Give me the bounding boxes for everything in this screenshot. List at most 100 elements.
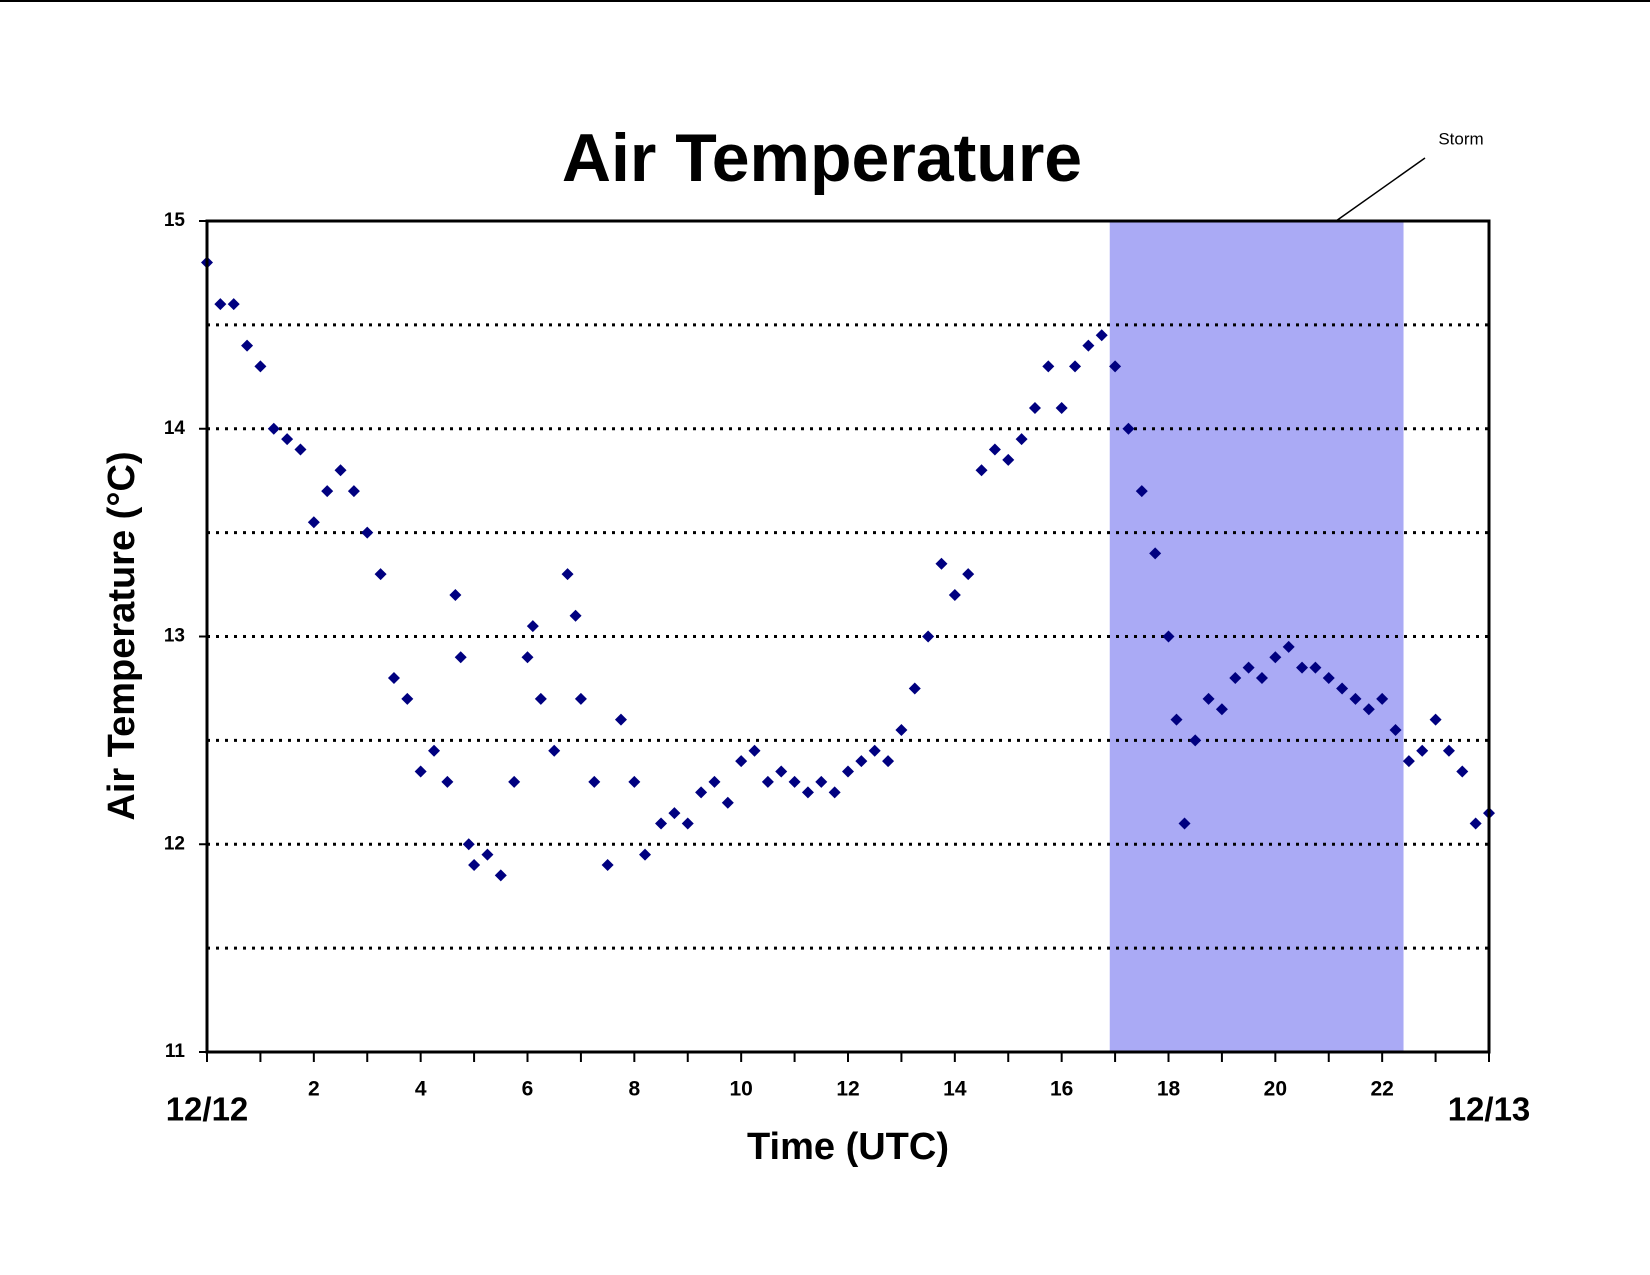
data-point [1296,661,1309,674]
data-point [361,526,374,539]
storm-band [1109,221,1404,1052]
data-point [374,568,387,581]
x-tick-label: 18 [1157,1078,1181,1101]
data-point [334,464,347,477]
data-point [1215,703,1228,716]
data-point [1202,692,1215,705]
data-point [882,755,895,768]
data-point [1178,817,1191,830]
data-point [1282,640,1295,653]
x-date-label: 12/13 [1448,1091,1531,1128]
x-tick-label: 2 [308,1078,320,1101]
data-point [788,775,801,788]
data-point [948,588,961,601]
data-point [526,620,539,633]
data-point [1149,547,1162,560]
x-tick-label: 8 [628,1078,640,1101]
x-tick-label: 12 [836,1078,859,1101]
data-point [521,651,534,664]
data-point [1336,682,1349,695]
data-point [962,568,975,581]
data-point [735,755,748,768]
y-tick-label: 13 [164,626,185,647]
data-point [655,817,668,830]
data-point [1170,713,1183,726]
data-point [534,692,547,705]
data-point [481,848,494,861]
data-point [1002,453,1015,466]
data-point [842,765,854,778]
data-point [1416,744,1429,757]
data-point [1015,433,1028,446]
data-point [614,713,627,726]
data-point [1376,692,1389,705]
data-point [462,838,475,851]
data-point [1469,817,1482,830]
data-point [601,859,614,872]
data-point [628,775,641,788]
data-point [508,775,521,788]
data-point [908,682,921,695]
data-point [561,568,574,581]
data-point [895,723,908,736]
y-tick-label: 15 [164,210,186,231]
data-point [1362,703,1375,716]
data-point [1429,713,1442,726]
data-point [868,744,881,757]
data-point [588,775,601,788]
data-point [1255,672,1268,685]
data-point [548,744,561,757]
data-point [1095,329,1108,342]
data-point [1069,360,1082,373]
data-point [254,360,267,373]
data-point [1055,401,1068,414]
data-point [668,807,681,820]
y-tick-label: 11 [165,1041,186,1062]
data-point [775,765,788,778]
data-point [695,786,708,799]
x-tick-label: 6 [522,1078,534,1101]
data-point [468,859,481,872]
storm-pointer [1335,157,1426,222]
data-point [721,796,734,809]
x-date-label: 12/12 [166,1091,249,1128]
x-tick-label: 22 [1370,1078,1393,1101]
x-tick-label: 14 [943,1078,967,1101]
y-tick-label: 12 [164,833,185,854]
data-point [227,298,240,311]
data-point [241,339,254,352]
data-point [1349,692,1362,705]
data-point [935,557,948,570]
data-point [214,298,227,311]
data-point [387,672,400,685]
data-point [639,848,652,861]
data-point [1309,661,1322,674]
data-point [708,775,721,788]
x-axis-label: Time (UTC) [747,1126,949,1168]
storm-label: Storm [1438,129,1483,148]
data-point [1269,651,1282,664]
data-point [454,651,467,664]
data-point [1122,422,1135,435]
data-point [414,765,427,778]
x-tick-label: 4 [415,1078,427,1101]
data-point [347,485,360,498]
data-point [1442,744,1455,757]
data-point [428,744,441,757]
data-point [1082,339,1095,352]
data-point [1389,723,1402,736]
data-point [975,464,988,477]
data-point [401,692,414,705]
data-point [294,443,307,456]
x-tick-label: 10 [729,1078,752,1101]
data-point [1229,672,1242,685]
data-point [574,692,587,705]
data-point [828,786,841,799]
data-point [855,755,868,768]
data-point [761,775,774,788]
data-point [1456,765,1469,778]
y-tick-label: 14 [164,418,186,439]
data-point [449,588,462,601]
chart-title: Air Temperature [562,120,1082,196]
